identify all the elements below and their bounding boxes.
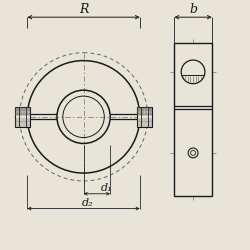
Text: d₁: d₁ <box>100 183 112 193</box>
Bar <box>137 107 152 127</box>
Bar <box>15 107 30 127</box>
Text: R: R <box>79 3 88 16</box>
Bar <box>174 43 212 196</box>
Text: d₂: d₂ <box>82 198 93 207</box>
Text: b: b <box>189 3 197 16</box>
